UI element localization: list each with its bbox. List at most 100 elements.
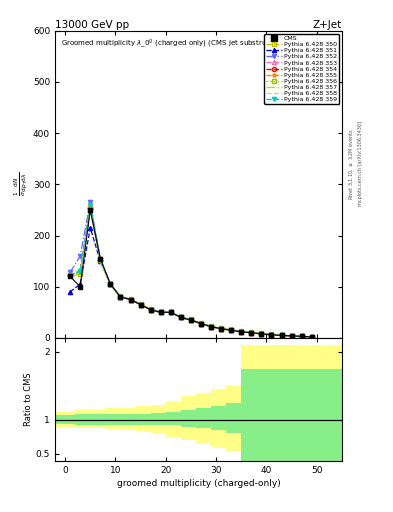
Point [299, 332, 305, 340]
Pythia 6.428 354 [108, 281, 113, 287]
Pythia 6.428 359 [189, 317, 193, 323]
Pythia 6.428 358 [68, 272, 72, 279]
Pythia 6.428 351 [189, 317, 193, 323]
Point [188, 316, 194, 324]
Pythia 6.428 350 [249, 329, 253, 335]
Pythia 6.428 354 [229, 327, 233, 333]
Pythia 6.428 358 [299, 333, 304, 339]
Point [67, 272, 73, 281]
Pythia 6.428 358 [289, 333, 294, 339]
Pythia 6.428 355 [78, 267, 83, 273]
Pythia 6.428 352 [189, 317, 193, 323]
Pythia 6.428 352 [98, 255, 103, 262]
Pythia 6.428 358 [309, 334, 314, 340]
Pythia 6.428 357 [198, 321, 203, 327]
Pythia 6.428 354 [239, 329, 244, 335]
Line: Pythia 6.428 356: Pythia 6.428 356 [68, 207, 314, 339]
Pythia 6.428 352 [219, 326, 224, 332]
Pythia 6.428 357 [138, 302, 143, 308]
Pythia 6.428 359 [239, 329, 244, 335]
Pythia 6.428 358 [269, 332, 274, 338]
Pythia 6.428 356 [108, 281, 113, 287]
Pythia 6.428 352 [309, 334, 314, 340]
Pythia 6.428 356 [148, 307, 153, 313]
Line: Pythia 6.428 355: Pythia 6.428 355 [68, 204, 314, 339]
Pythia 6.428 351 [98, 258, 103, 264]
Pythia 6.428 358 [148, 307, 153, 313]
Pythia 6.428 357 [78, 270, 83, 276]
Pythia 6.428 351 [209, 324, 213, 330]
Pythia 6.428 358 [169, 309, 173, 315]
Pythia 6.428 355 [259, 331, 264, 337]
Pythia 6.428 356 [279, 332, 284, 338]
Pythia 6.428 354 [249, 330, 253, 336]
Pythia 6.428 356 [219, 326, 224, 332]
Pythia 6.428 351 [198, 321, 203, 327]
Pythia 6.428 359 [219, 326, 224, 332]
Pythia 6.428 353 [189, 317, 193, 323]
Point [138, 301, 144, 309]
Pythia 6.428 352 [259, 331, 264, 337]
Pythia 6.428 351 [108, 281, 113, 287]
Pythia 6.428 352 [68, 269, 72, 275]
Pythia 6.428 359 [108, 281, 113, 287]
Pythia 6.428 353 [68, 272, 72, 279]
Pythia 6.428 359 [198, 321, 203, 327]
Pythia 6.428 357 [229, 327, 233, 333]
Pythia 6.428 350 [209, 323, 213, 329]
Pythia 6.428 359 [299, 333, 304, 339]
Pythia 6.428 354 [279, 332, 284, 338]
Pythia 6.428 355 [269, 332, 274, 338]
Point [288, 332, 295, 340]
Pythia 6.428 356 [158, 309, 163, 315]
Point [268, 331, 275, 339]
Pythia 6.428 356 [289, 333, 294, 339]
Pythia 6.428 358 [229, 327, 233, 333]
Pythia 6.428 353 [229, 327, 233, 333]
Pythia 6.428 352 [279, 332, 284, 338]
Pythia 6.428 357 [169, 309, 173, 315]
Pythia 6.428 356 [189, 317, 193, 323]
Pythia 6.428 351 [118, 294, 123, 300]
Pythia 6.428 350 [68, 272, 72, 279]
Point [218, 325, 224, 333]
Pythia 6.428 354 [169, 309, 173, 315]
Point [107, 280, 114, 288]
Pythia 6.428 351 [219, 326, 224, 332]
Pythia 6.428 353 [169, 309, 173, 315]
Pythia 6.428 358 [78, 269, 83, 275]
Line: Pythia 6.428 351: Pythia 6.428 351 [68, 226, 314, 339]
Point [208, 323, 214, 331]
Pythia 6.428 355 [108, 281, 113, 287]
Line: Pythia 6.428 354: Pythia 6.428 354 [68, 206, 314, 339]
Pythia 6.428 351 [128, 296, 133, 303]
Line: Pythia 6.428 350: Pythia 6.428 350 [68, 205, 314, 339]
Pythia 6.428 350 [128, 296, 133, 302]
Pythia 6.428 359 [148, 307, 153, 313]
Pythia 6.428 357 [219, 326, 224, 332]
Pythia 6.428 352 [88, 199, 93, 205]
Pythia 6.428 351 [249, 330, 253, 336]
Pythia 6.428 357 [118, 294, 123, 300]
Pythia 6.428 357 [309, 334, 314, 340]
Text: Rivet 3.1.10, $\geq$ 3.2M events: Rivet 3.1.10, $\geq$ 3.2M events [348, 128, 355, 200]
Line: Pythia 6.428 353: Pythia 6.428 353 [68, 205, 314, 339]
Pythia 6.428 356 [209, 324, 213, 330]
Pythia 6.428 354 [178, 314, 183, 321]
Point [178, 313, 184, 322]
Pythia 6.428 354 [299, 333, 304, 339]
Point [238, 328, 244, 336]
Line: Pythia 6.428 352: Pythia 6.428 352 [68, 200, 314, 339]
Pythia 6.428 353 [88, 204, 93, 210]
Pythia 6.428 359 [279, 332, 284, 338]
Pythia 6.428 350 [148, 306, 153, 312]
Pythia 6.428 352 [239, 329, 244, 335]
Pythia 6.428 353 [148, 307, 153, 313]
Pythia 6.428 351 [178, 314, 183, 321]
Pythia 6.428 353 [259, 331, 264, 337]
Pythia 6.428 355 [88, 203, 93, 209]
Pythia 6.428 350 [158, 309, 163, 315]
Text: 13000 GeV pp: 13000 GeV pp [55, 20, 129, 30]
Pythia 6.428 352 [209, 324, 213, 330]
Pythia 6.428 353 [299, 333, 304, 339]
